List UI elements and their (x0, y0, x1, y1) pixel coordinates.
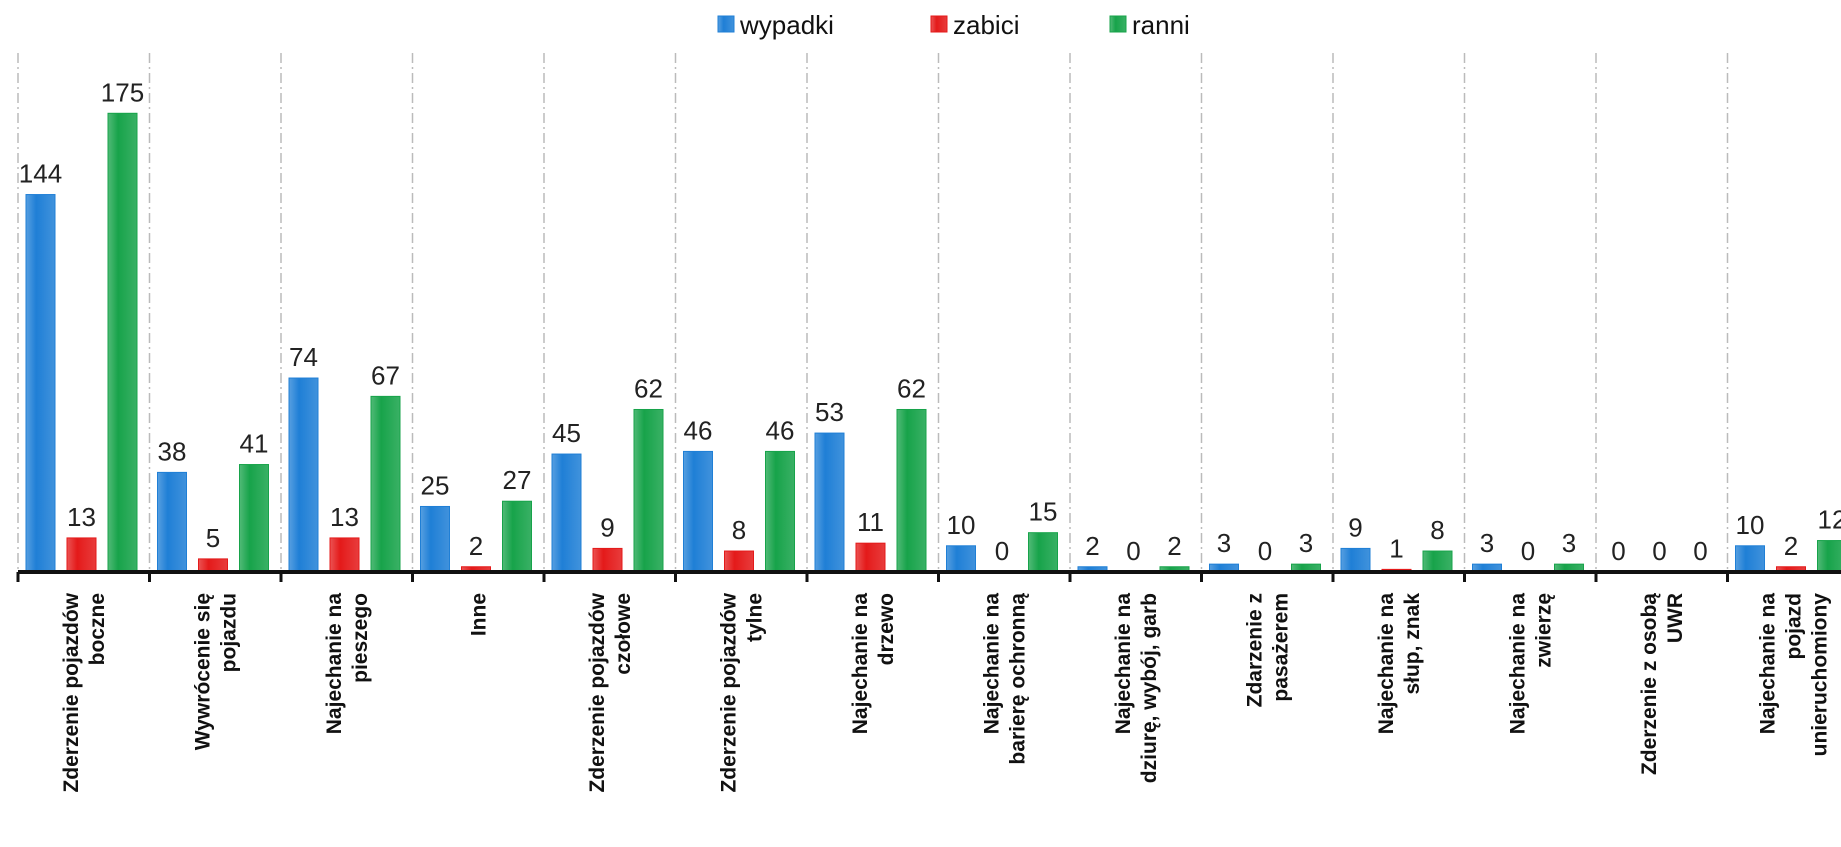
bar (1422, 550, 1453, 573)
value-label: 12 (1818, 505, 1841, 535)
value-label: 5 (206, 523, 220, 553)
bar (420, 505, 450, 573)
bar (25, 194, 56, 573)
bar (1028, 532, 1058, 573)
bar (551, 453, 582, 573)
value-label: 62 (634, 373, 663, 403)
value-label: 0 (1521, 536, 1535, 566)
value-label: 41 (240, 429, 269, 459)
bar (855, 542, 886, 573)
value-label: 3 (1299, 528, 1313, 558)
x-tick-label: Najechanie na drzewo (849, 593, 898, 735)
legend-swatch (930, 15, 948, 33)
value-label: 2 (1167, 531, 1181, 561)
x-tick-label: Inne (467, 593, 490, 636)
bar (107, 112, 138, 573)
x-tick-label: Zderzenie pojazdów tylne (717, 592, 766, 792)
bar (814, 432, 845, 573)
value-label: 45 (552, 418, 581, 448)
value-label: 3 (1480, 528, 1494, 558)
x-tick-label: Najechanie na słup, znak (1375, 593, 1424, 735)
value-label: 38 (158, 436, 187, 466)
value-label: 2 (469, 531, 483, 561)
x-tick-label: Najechanie na pieszego (323, 593, 372, 735)
value-label: 144 (19, 159, 62, 189)
value-label: 3 (1562, 528, 1576, 558)
bar (724, 550, 754, 573)
value-label: 175 (101, 77, 144, 107)
value-label: 11 (857, 507, 884, 537)
bar (1340, 547, 1371, 573)
x-tick-label: Najechanie na pojazd unieruchomiony (1756, 593, 1831, 757)
bar (239, 464, 269, 573)
value-label: 0 (1693, 536, 1707, 566)
value-label: 25 (421, 470, 450, 500)
x-tick-label: Zdarzenie z pasażerem (1243, 593, 1292, 707)
legend-swatch (717, 15, 735, 33)
value-label: 67 (371, 360, 400, 390)
value-label: 3 (1217, 528, 1231, 558)
legend-label: ranni (1132, 10, 1190, 40)
bar (370, 395, 401, 573)
bar (157, 471, 187, 573)
value-label: 74 (289, 342, 318, 372)
x-tick-label: Najechanie na dziurę, wybój, garb (1112, 593, 1161, 784)
bar (329, 537, 360, 573)
value-label: 13 (330, 502, 359, 532)
x-tick-label: Najechanie na barierę ochronną (980, 593, 1029, 765)
value-label: 0 (1611, 536, 1625, 566)
value-label: 15 (1029, 497, 1058, 527)
bar (288, 377, 319, 573)
bar (1817, 540, 1841, 573)
value-label: 0 (995, 536, 1009, 566)
bar (633, 408, 664, 573)
value-label: 46 (684, 415, 713, 445)
legend-label: wypadki (739, 10, 834, 40)
x-tick-label: Najechanie na zwierzę (1506, 593, 1555, 735)
value-label: 8 (732, 515, 746, 545)
value-label: 0 (1126, 536, 1140, 566)
value-label: 0 (1258, 536, 1272, 566)
x-tick-label: Zderzenie pojazdów czołowe (586, 592, 635, 792)
value-label: 8 (1430, 515, 1444, 545)
x-tick-label: Wywrócenie się pojazdu (191, 593, 240, 750)
bar (765, 450, 795, 573)
value-label: 2 (1784, 531, 1798, 561)
bar (896, 408, 927, 573)
value-label: 9 (600, 512, 614, 542)
value-label: 10 (947, 510, 976, 540)
value-label: 62 (897, 373, 926, 403)
value-label: 1 (1389, 533, 1403, 563)
value-label: 0 (1652, 536, 1666, 566)
value-label: 53 (815, 397, 844, 427)
legend-label: zabici (953, 10, 1019, 40)
bar (683, 450, 713, 573)
bar (592, 547, 623, 573)
bar (502, 500, 532, 573)
value-label: 27 (503, 465, 532, 495)
x-tick-label: Zderzenie z osobą UWR (1638, 593, 1687, 775)
value-label: 10 (1736, 510, 1765, 540)
value-label: 9 (1348, 512, 1362, 542)
x-tick-label: Zderzenie pojazdów boczne (60, 592, 109, 792)
bar (1735, 545, 1765, 573)
value-label: 2 (1085, 531, 1099, 561)
legend-swatch (1109, 15, 1127, 33)
bar (66, 537, 97, 573)
bar (946, 545, 976, 573)
value-label: 46 (766, 415, 795, 445)
value-label: 13 (67, 502, 96, 532)
